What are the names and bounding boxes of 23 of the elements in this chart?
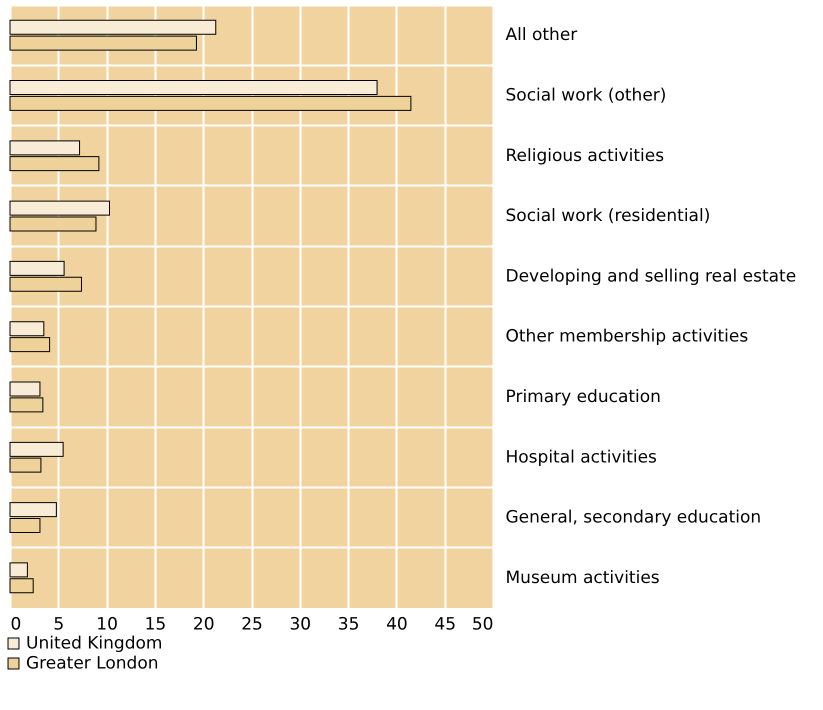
legend-label: United Kingdom: [26, 634, 162, 654]
y-tick-label: Primary education: [506, 386, 661, 407]
y-tick-label: Developing and selling real estate: [506, 266, 796, 286]
x-tick-label: 25: [241, 614, 263, 634]
y-tick-label: Religious activities: [506, 146, 664, 166]
x-tick-label: 45: [434, 614, 456, 634]
y-tick-label: Other membership activities: [506, 326, 748, 347]
x-tick-label: 40: [386, 614, 408, 634]
legend-label: Greater London: [26, 654, 158, 674]
x-tick-label: 30: [289, 614, 312, 634]
y-tick-label: Social work (other): [506, 85, 666, 106]
x-tick-label: 15: [144, 614, 166, 634]
y-tick-label: Hospital activities: [506, 447, 658, 468]
x-tick-label: 5: [53, 614, 64, 634]
y-tick-label: All other: [506, 25, 578, 46]
x-tick-label: 10: [96, 614, 118, 634]
x-tick-label: 0: [10, 614, 22, 634]
y-tick-label: General, secondary education: [506, 508, 762, 528]
y-tick-label: Museum activities: [506, 568, 660, 588]
x-tick-label: 20: [192, 614, 215, 634]
x-tick-label: 50: [472, 614, 494, 634]
y-tick-label: Social work (residential): [506, 206, 710, 226]
x-tick-label: 35: [338, 614, 360, 634]
